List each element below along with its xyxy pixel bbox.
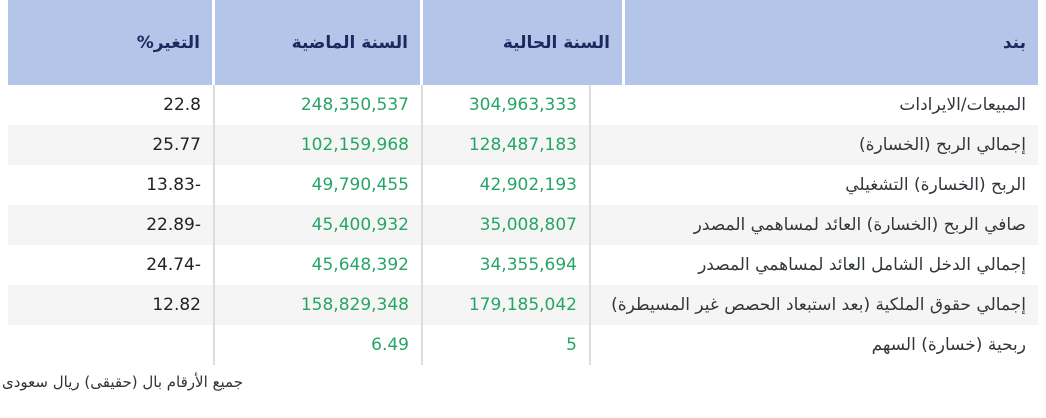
row-item-label: إجمالي حقوق الملكية (بعد استبعاد الحصص غ… <box>611 295 1026 315</box>
table-header-row: بند السنة الحالية السنة الماضية التغير% <box>8 0 1038 85</box>
column-divider <box>213 125 215 165</box>
current-year-value: 304,963,333 <box>468 95 577 115</box>
column-header-change-percent: التغير% <box>8 0 212 85</box>
column-divider <box>213 205 215 245</box>
column-divider <box>213 85 215 125</box>
column-header-current-year: السنة الحالية <box>423 0 622 85</box>
change-percent-value: 13.83- <box>146 175 201 195</box>
current-year-value: 34,355,694 <box>479 255 577 275</box>
column-divider <box>589 325 591 365</box>
column-divider <box>589 285 591 325</box>
table-row-operating-profit: الربح (الخسارة) التشغيلي 42,902,193 49,7… <box>8 165 1038 205</box>
column-divider <box>421 325 423 365</box>
table-row-comprehensive-income: إجمالي الدخل الشامل العائد لمساهمي المصد… <box>8 245 1038 285</box>
previous-year-value: 248,350,537 <box>300 95 409 115</box>
row-item-label: إجمالي الربح (الخسارة) <box>859 135 1026 155</box>
change-percent-value: 22.8 <box>163 95 201 115</box>
column-divider <box>213 245 215 285</box>
column-divider <box>421 285 423 325</box>
table-row-earnings-per-share: ربحية (خسارة) السهم 5 6.49 <box>8 325 1038 365</box>
column-divider <box>213 165 215 205</box>
row-item-label: المبيعات/الايرادات <box>899 95 1026 115</box>
change-percent-value: 22.89- <box>146 215 201 235</box>
change-percent-value: 25.77 <box>152 135 201 155</box>
column-header-previous-year: السنة الماضية <box>215 0 420 85</box>
table-row-gross-profit: إجمالي الربح (الخسارة) 128,487,183 102,1… <box>8 125 1038 165</box>
column-divider <box>421 85 423 125</box>
row-item-label: الربح (الخسارة) التشغيلي <box>845 175 1026 195</box>
table-row-net-profit-shareholders: صافي الربح (الخسارة) العائد لمساهمي المص… <box>8 205 1038 245</box>
column-divider <box>213 285 215 325</box>
previous-year-value: 45,400,932 <box>311 215 409 235</box>
column-divider <box>421 205 423 245</box>
previous-year-value: 6.49 <box>371 335 409 355</box>
change-percent-value <box>8 325 213 365</box>
previous-year-value: 45,648,392 <box>311 255 409 275</box>
column-divider <box>421 125 423 165</box>
financial-summary-table: بند السنة الحالية السنة الماضية التغير% … <box>8 0 1038 365</box>
table-body: المبيعات/الايرادات 304,963,333 248,350,5… <box>8 85 1038 365</box>
previous-year-value: 158,829,348 <box>300 295 409 315</box>
previous-year-value: 102,159,968 <box>300 135 409 155</box>
column-divider <box>421 165 423 205</box>
current-year-value: 179,185,042 <box>468 295 577 315</box>
column-divider <box>589 205 591 245</box>
column-divider <box>589 165 591 205</box>
column-divider <box>421 245 423 285</box>
row-item-label: صافي الربح (الخسارة) العائد لمساهمي المص… <box>693 215 1026 235</box>
table-row-sales-revenues: المبيعات/الايرادات 304,963,333 248,350,5… <box>8 85 1038 125</box>
current-year-value: 128,487,183 <box>468 135 577 155</box>
current-year-value: 42,902,193 <box>479 175 577 195</box>
row-item-label: ربحية (خسارة) السهم <box>871 335 1026 355</box>
change-percent-value: 24.74- <box>146 255 201 275</box>
current-year-value: 35,008,807 <box>479 215 577 235</box>
column-divider <box>589 85 591 125</box>
column-divider <box>589 245 591 285</box>
previous-year-value: 49,790,455 <box>311 175 409 195</box>
current-year-value: 5 <box>566 335 577 355</box>
table-row-total-equity: إجمالي حقوق الملكية (بعد استبعاد الحصص غ… <box>8 285 1038 325</box>
row-item-label: إجمالي الدخل الشامل العائد لمساهمي المصد… <box>698 255 1026 275</box>
column-divider <box>213 325 215 365</box>
column-divider <box>589 125 591 165</box>
change-percent-value: 12.82 <box>152 295 201 315</box>
column-header-item: بند <box>625 0 1038 85</box>
currency-footnote: جميع الأرقام بال (حقيقى) ريال سعودى <box>2 373 243 391</box>
